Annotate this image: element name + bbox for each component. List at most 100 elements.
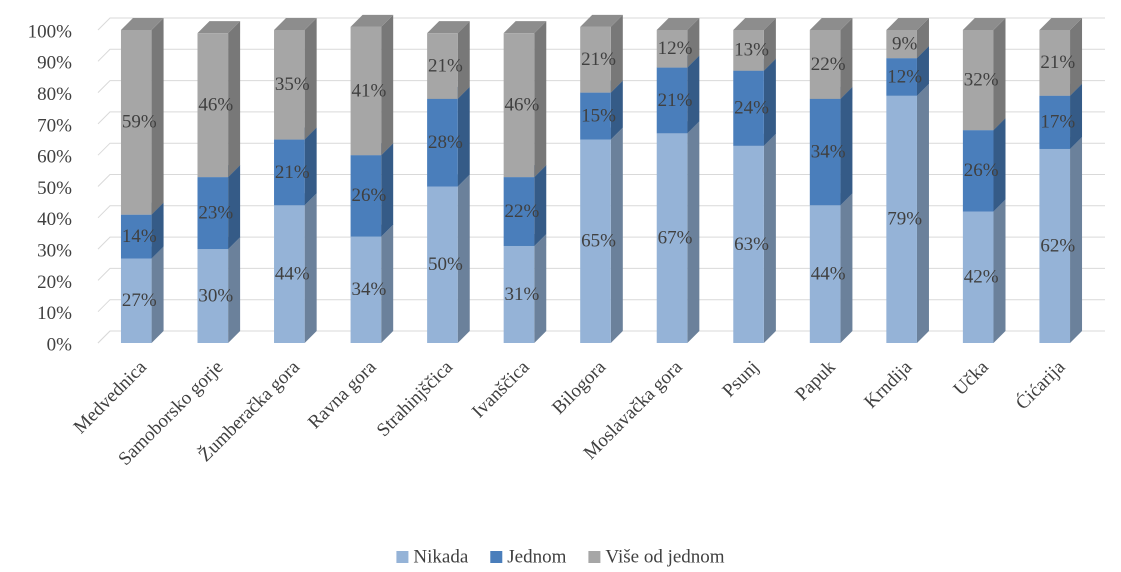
bar-top [274,18,317,30]
bar [962,130,994,212]
bar-side [687,121,700,343]
bar [350,155,382,237]
value-label: 65% [581,231,616,252]
value-label: 26% [964,160,999,181]
y-tick-label: 60% [37,147,72,168]
value-label: 9% [892,33,918,54]
value-label: 41% [351,80,386,101]
bar [503,245,535,343]
bar [809,98,841,206]
legend-item: Jednom [490,546,567,567]
value-label: 21% [1040,52,1075,73]
value-label: 67% [658,228,693,249]
bar-side [840,193,853,343]
bar-side [151,246,164,343]
bar [197,249,229,343]
bar-side [228,237,241,343]
bar-top [809,18,853,30]
bar [580,26,611,93]
bar [503,177,535,246]
bar-side [304,127,317,206]
bar-side [381,143,394,237]
y-tick-label: 70% [37,115,72,136]
bar [350,236,382,343]
bar-top [350,14,394,27]
bar-side [610,127,623,343]
x-tick-label: Medvednica [70,356,152,438]
bar-side [1070,18,1083,96]
y-tick-label: 100% [28,21,73,42]
bar-side [304,193,317,343]
bar-side [534,165,547,246]
bar [1039,95,1071,149]
bar-side [993,18,1006,131]
value-label: 30% [198,285,233,306]
value-label: 42% [964,267,999,288]
bar [656,67,688,134]
bar [1039,30,1071,96]
bar-side [381,224,394,343]
bar [580,92,611,140]
value-label: 22% [505,201,540,222]
bar-side [763,58,776,146]
bar-side [381,14,394,156]
bar [886,30,917,59]
bar [274,30,305,140]
value-label: 13% [734,40,769,61]
legend-swatch [588,551,601,563]
value-label: 50% [428,254,463,275]
axis-line [97,330,111,344]
bar-side [1070,136,1083,343]
bar [503,33,535,178]
x-tick-label: Papuk [791,356,840,405]
bar [197,177,229,250]
y-tick-label: 30% [37,240,72,261]
bar [274,205,305,343]
bar [809,205,841,343]
value-label: 17% [1040,112,1075,133]
bar [809,30,841,99]
bar [656,133,688,343]
value-label: 59% [122,112,157,133]
bar [733,70,764,146]
value-label: 21% [581,49,616,70]
bar-top [1039,18,1083,30]
x-tick-label: Krndija [860,356,916,412]
value-label: 34% [351,279,386,300]
x-tick-label: Psunj [718,357,763,402]
legend-item: Nikada [396,546,469,567]
bar [350,26,382,156]
bar-side [304,18,317,140]
value-label: 31% [505,284,540,305]
value-label: 15% [581,105,616,126]
bar [733,145,764,343]
bar-side [457,86,470,187]
bar [427,98,458,187]
bar-side [457,174,470,343]
legend-label: Nikada [413,546,468,567]
bar-side [840,18,853,99]
bar [120,214,152,259]
bar [120,258,152,343]
bar-side [916,18,929,59]
bar-side [840,86,853,206]
bar-top [886,18,929,30]
bar-side [151,202,164,259]
y-tick-label: 10% [37,303,72,324]
bar [120,30,152,215]
value-label: 35% [275,74,310,95]
value-label: 22% [811,54,846,75]
bar-top [656,18,700,30]
bar-side [1070,83,1083,149]
value-label: 26% [351,185,386,206]
bar-side [993,199,1006,343]
bar-side [687,55,700,134]
value-label: 12% [887,66,922,87]
bar [962,211,994,343]
y-tick-label: 0% [47,334,73,355]
bar-side [457,21,470,99]
bar [886,95,917,343]
y-tick-label: 40% [37,209,72,230]
bar-side [534,21,547,178]
